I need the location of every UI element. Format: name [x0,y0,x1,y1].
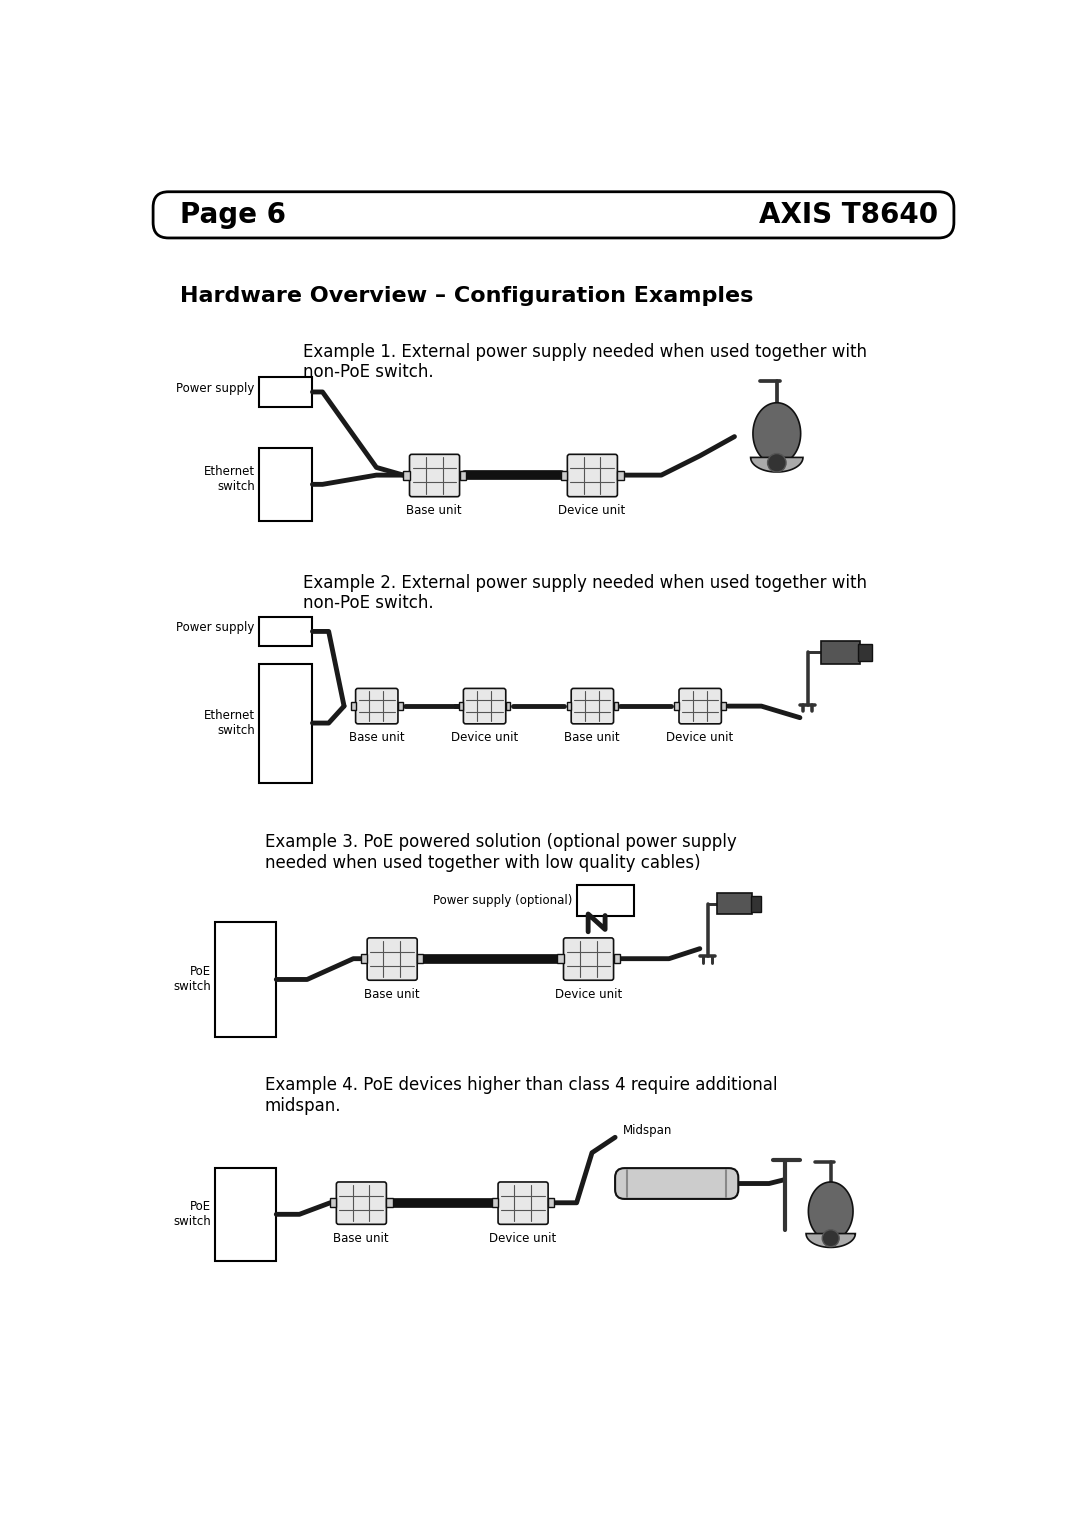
Bar [859,643,872,662]
FancyBboxPatch shape [564,938,613,980]
Bar [397,703,403,710]
Polygon shape [753,403,800,464]
Text: Example 2. External power supply needed when used together with
non-PoE switch.: Example 2. External power supply needed … [303,573,867,613]
Text: Midspan: Midspan [623,1124,672,1138]
FancyBboxPatch shape [355,689,397,724]
Bar [459,703,463,710]
Bar [613,703,618,710]
Text: Device unit: Device unit [666,730,733,744]
Bar [258,377,312,406]
Bar [215,922,276,1037]
Bar [577,885,634,916]
Text: Base unit: Base unit [406,505,462,517]
Text: Device unit: Device unit [489,1232,556,1246]
FancyBboxPatch shape [409,455,460,497]
Bar [387,1199,392,1208]
Text: AXIS T8640: AXIS T8640 [759,201,939,228]
FancyBboxPatch shape [153,192,954,237]
Text: Ethernet
switch: Ethernet switch [204,464,255,493]
FancyBboxPatch shape [463,689,505,724]
FancyBboxPatch shape [367,938,417,980]
Bar [258,449,312,522]
FancyBboxPatch shape [567,455,618,497]
Bar [417,954,423,963]
Bar [258,618,312,646]
Text: Base unit: Base unit [364,989,420,1001]
Bar [403,470,409,479]
Bar [215,1168,276,1261]
FancyBboxPatch shape [571,689,613,724]
Text: Base unit: Base unit [334,1232,389,1246]
Bar [821,640,860,663]
Bar [557,954,564,963]
Bar [491,1199,498,1208]
Text: Device unit: Device unit [450,730,517,744]
Circle shape [768,453,786,472]
Text: Example 1. External power supply needed when used together with
non-PoE switch.: Example 1. External power supply needed … [303,342,867,382]
FancyBboxPatch shape [336,1182,387,1224]
Bar [613,954,620,963]
Bar [752,896,761,911]
Bar [674,703,679,710]
Bar [351,703,355,710]
Bar [562,470,567,479]
Bar [505,703,511,710]
Text: Device unit: Device unit [554,989,622,1001]
FancyBboxPatch shape [498,1182,549,1224]
Text: Power supply: Power supply [176,382,255,394]
Text: Device unit: Device unit [558,505,625,517]
Text: Base unit: Base unit [564,730,620,744]
FancyBboxPatch shape [616,1168,739,1199]
Text: Ethernet
switch: Ethernet switch [204,709,255,738]
Bar [567,703,571,710]
Text: PoE
switch: PoE switch [173,1200,211,1229]
Text: Base unit: Base unit [349,730,404,744]
Bar [721,703,726,710]
Polygon shape [751,458,804,472]
Bar [549,1199,554,1208]
Bar [361,954,367,963]
Circle shape [822,1229,839,1247]
Bar [618,470,623,479]
Text: Power supply: Power supply [176,621,255,634]
Bar [717,893,752,914]
Polygon shape [806,1234,855,1247]
Text: Example 3. PoE powered solution (optional power supply
needed when used together: Example 3. PoE powered solution (optiona… [265,834,737,872]
Text: Page 6: Page 6 [180,201,286,228]
Text: Power supply (optional): Power supply (optional) [433,894,572,907]
Bar [258,663,312,783]
Bar [330,1199,336,1208]
Text: PoE
switch: PoE switch [173,966,211,993]
Polygon shape [809,1182,853,1241]
Text: Hardware Overview – Configuration Examples: Hardware Overview – Configuration Exampl… [180,286,754,306]
FancyBboxPatch shape [679,689,721,724]
Text: Example 4. PoE devices higher than class 4 require additional
midspan.: Example 4. PoE devices higher than class… [265,1075,778,1115]
Bar [460,470,465,479]
